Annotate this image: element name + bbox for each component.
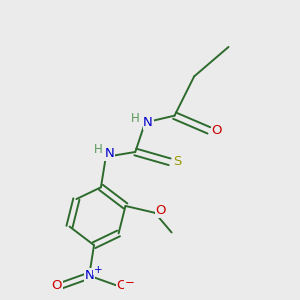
- Text: −: −: [124, 276, 134, 289]
- Text: H: H: [94, 142, 102, 155]
- Text: S: S: [173, 155, 182, 168]
- Text: N: N: [105, 147, 115, 161]
- Text: N: N: [84, 269, 94, 282]
- Text: N: N: [143, 116, 153, 129]
- Text: +: +: [94, 265, 102, 275]
- Text: O: O: [155, 204, 166, 218]
- Text: H: H: [131, 112, 140, 125]
- Text: O: O: [212, 124, 222, 137]
- Text: O: O: [52, 279, 62, 292]
- Text: O: O: [116, 279, 127, 292]
